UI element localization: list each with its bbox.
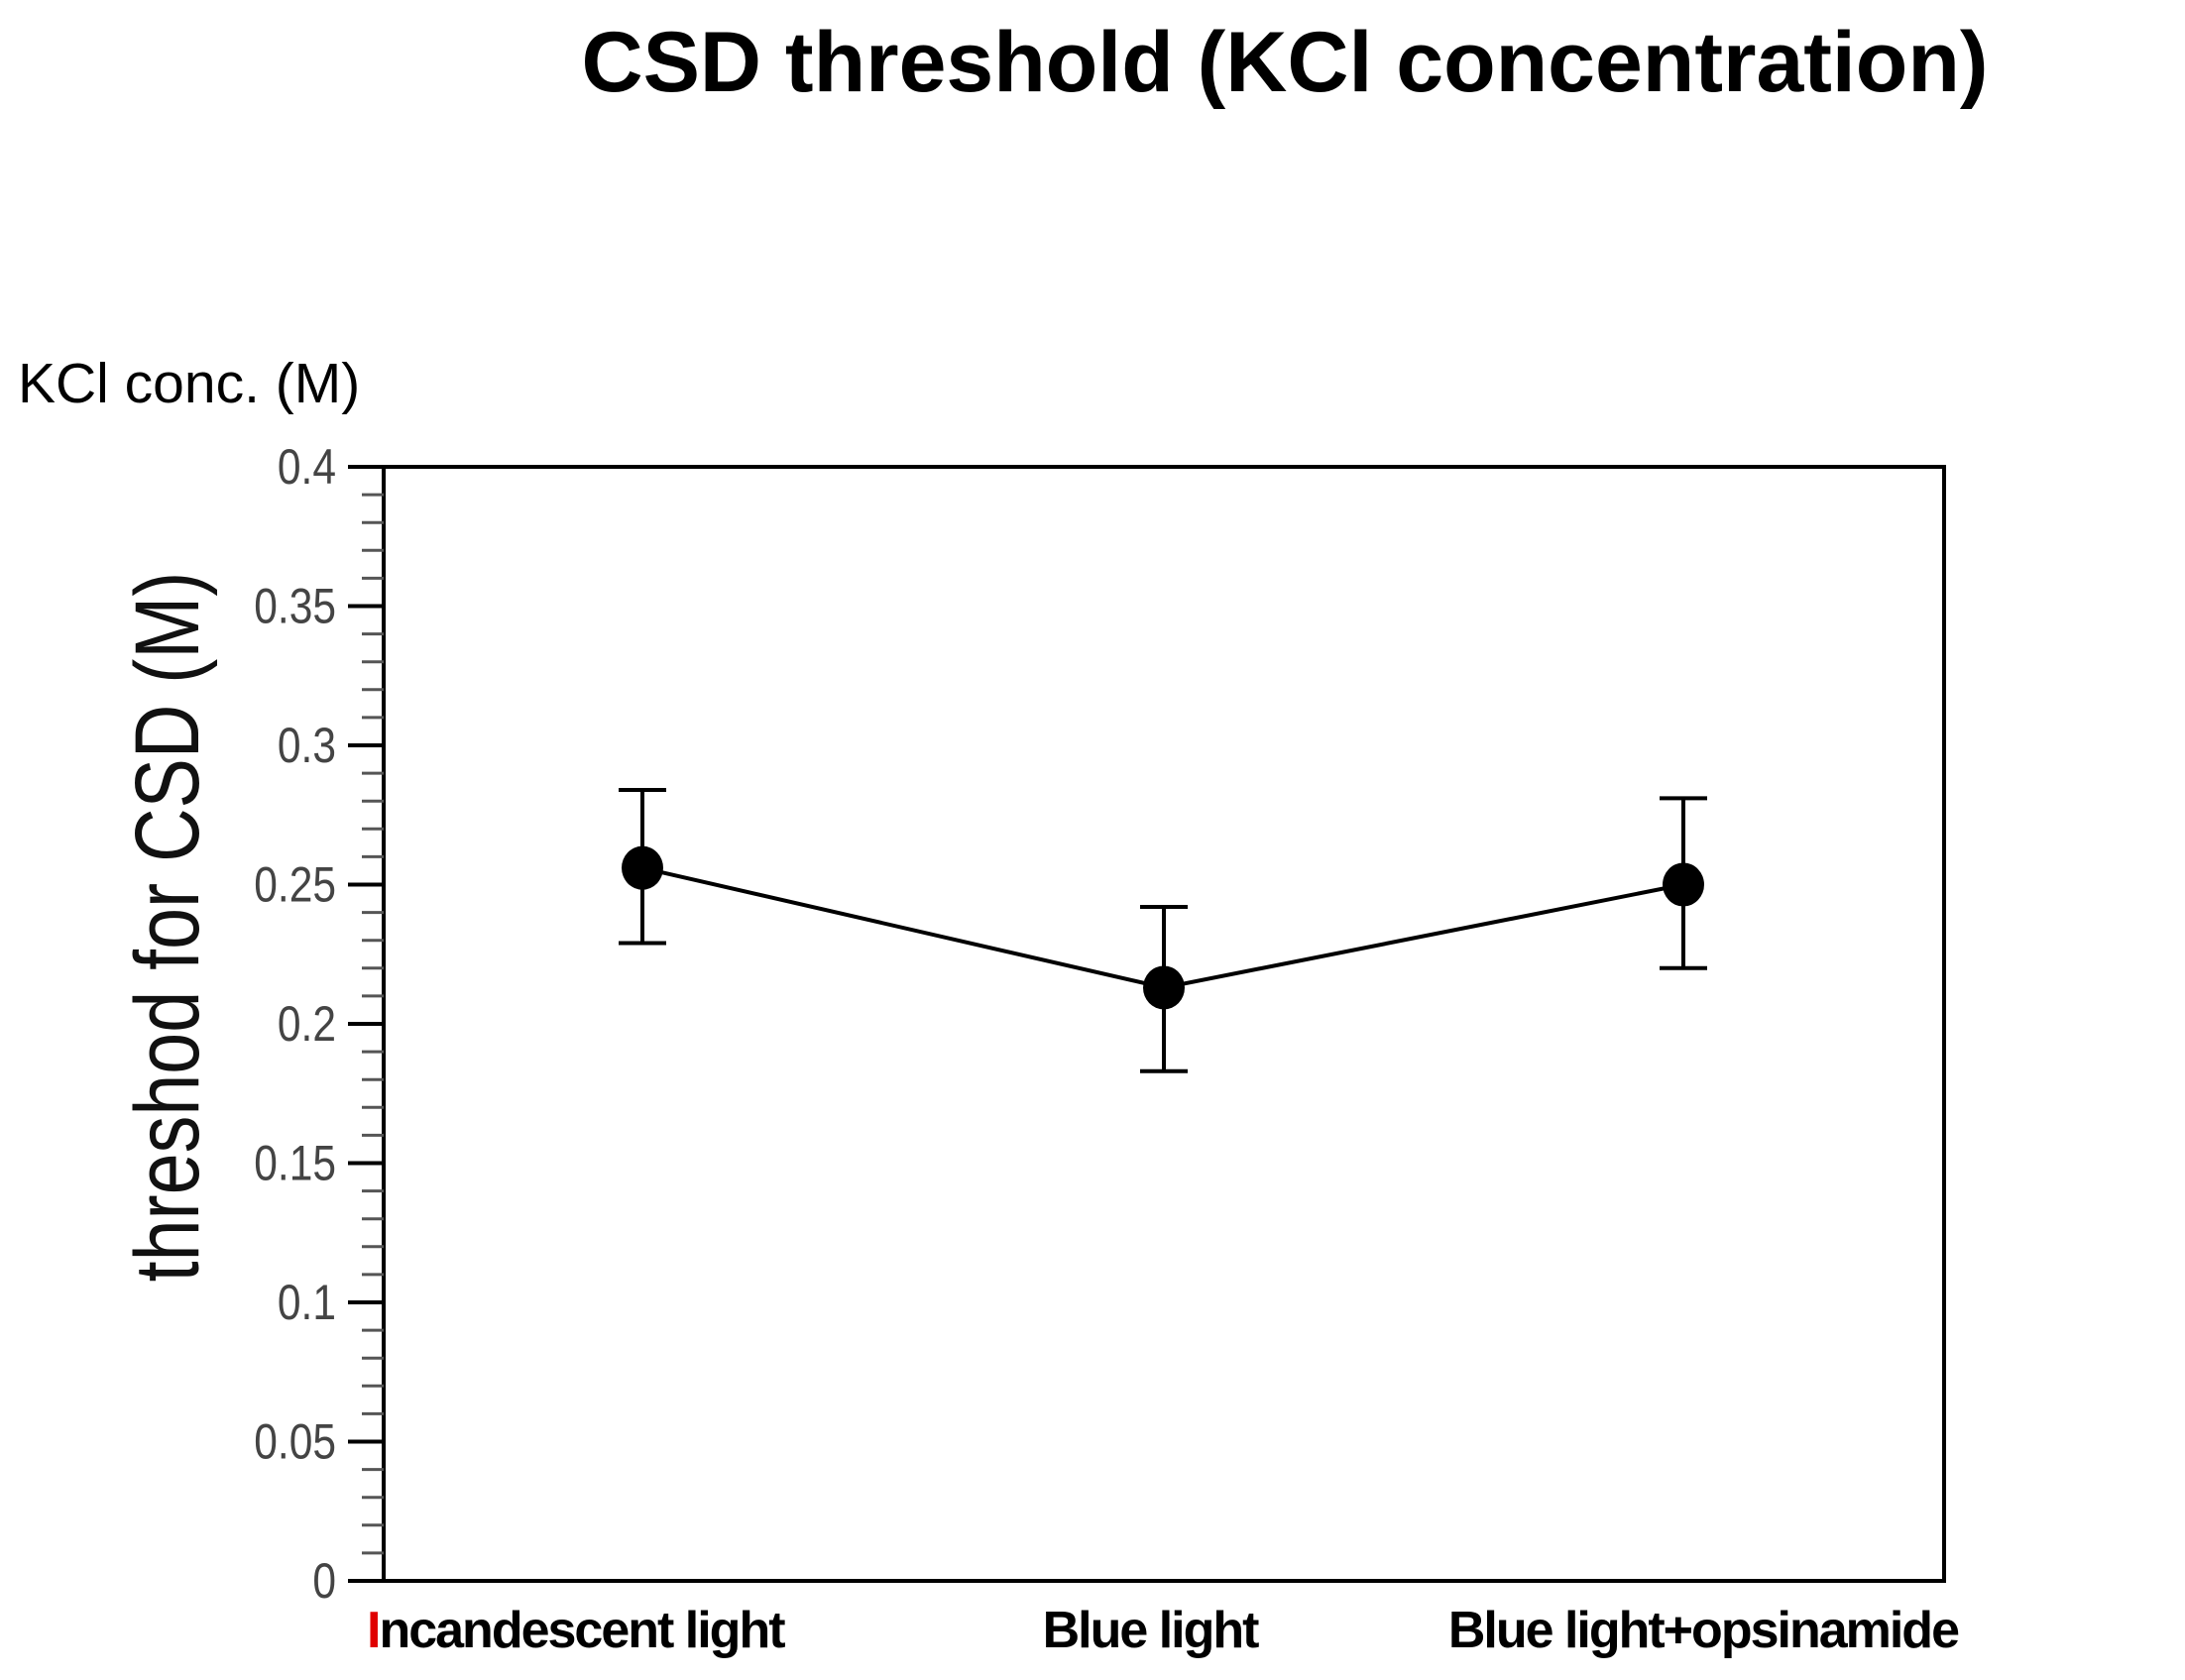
chart-title: CSD threshold (KCl concentration) (581, 15, 1988, 110)
y-tick-label: 0.1 (278, 1275, 336, 1330)
x-tick-label: Blue light+opsinamide (1448, 1602, 1959, 1659)
y-tick-label: 0.3 (278, 718, 336, 773)
data-point (622, 845, 663, 890)
y-axis-label: threshod for CSD (M) (116, 572, 218, 1283)
y-tick-label: 0.2 (278, 996, 336, 1052)
unit-label: KCl conc. (M) (18, 352, 360, 415)
y-tick-label: 0.05 (254, 1413, 336, 1469)
data-point (1143, 965, 1185, 1010)
y-tick-label: 0.15 (254, 1135, 336, 1190)
y-tick-label: 0.35 (254, 578, 336, 633)
x-tick-label: Incandescent light (367, 1602, 785, 1659)
y-tick-label: 0 (312, 1553, 336, 1609)
x-tick-label: Blue light (1043, 1602, 1260, 1659)
highlighted-first-letter: I (367, 1602, 379, 1659)
y-tick-label: 0.25 (254, 856, 336, 912)
data-point (1663, 862, 1704, 907)
y-tick-label: 0.4 (278, 439, 336, 495)
label-rest: ncandescent light (379, 1602, 785, 1659)
